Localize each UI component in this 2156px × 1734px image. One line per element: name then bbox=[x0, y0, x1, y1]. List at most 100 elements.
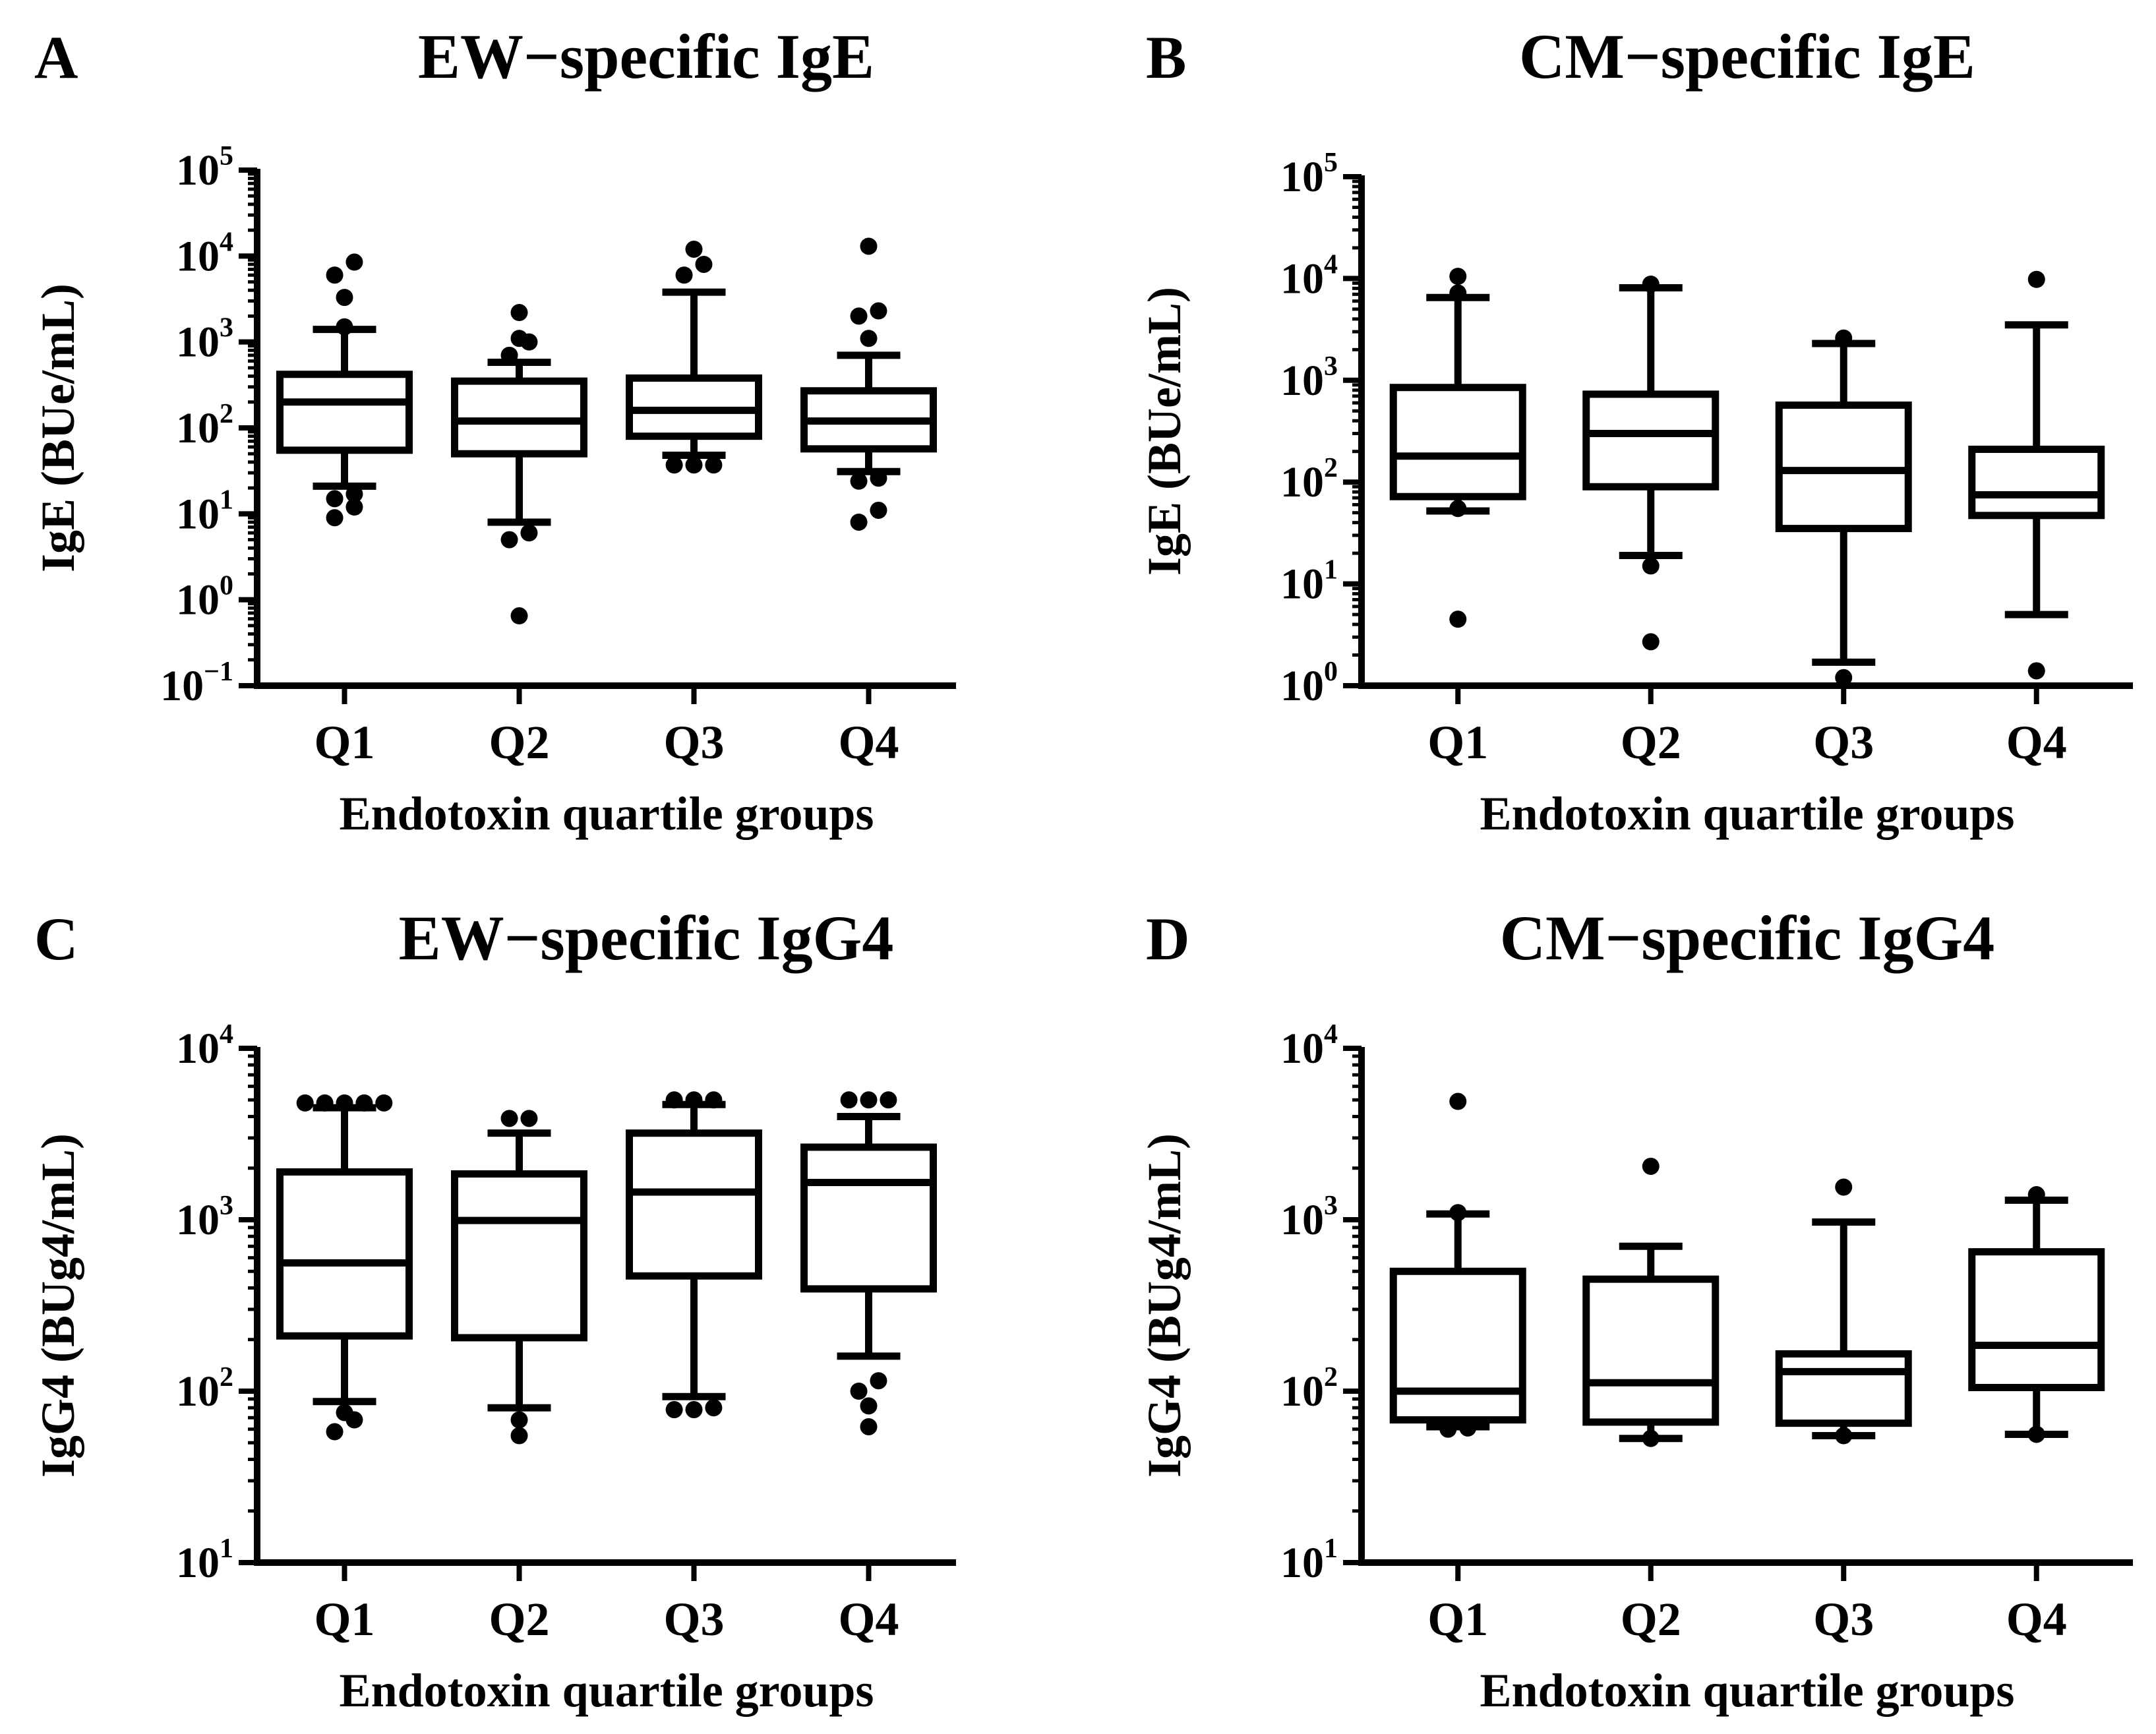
outlier-point bbox=[880, 1091, 897, 1109]
box-iqr bbox=[1389, 384, 1526, 500]
outlier-point bbox=[1642, 1429, 1660, 1447]
outlier-point bbox=[1835, 1178, 1853, 1196]
x-tick-label: Q1 bbox=[314, 1593, 374, 1646]
outlier-point bbox=[2027, 1186, 2045, 1204]
x-axis-label: Endotoxin quartile groups bbox=[340, 787, 874, 840]
box-q1 bbox=[276, 1094, 413, 1441]
box-iqr bbox=[1389, 1267, 1526, 1424]
outlier-point bbox=[685, 456, 703, 474]
box-q3 bbox=[626, 1091, 762, 1419]
outlier-point bbox=[326, 266, 344, 284]
box-q4 bbox=[1968, 270, 2105, 680]
chart-panel-d: D CM−specific IgG4 101 102 103 104 IgG4 (BUg4/… bbox=[1138, 903, 2133, 1717]
box-iqr bbox=[1582, 1275, 1720, 1426]
y-tick-label: 101 bbox=[176, 485, 233, 538]
outlier-point bbox=[1642, 275, 1660, 293]
outlier-point bbox=[510, 330, 528, 347]
outlier-point bbox=[1835, 1427, 1853, 1445]
x-tick-label: Q1 bbox=[1427, 1593, 1488, 1646]
box-iqr bbox=[1968, 445, 2105, 520]
outlier-point bbox=[1642, 557, 1660, 575]
outlier-point bbox=[336, 1094, 353, 1112]
x-tick-label: Q2 bbox=[489, 1593, 549, 1646]
outlier-point bbox=[685, 1091, 703, 1109]
box-iqr bbox=[451, 377, 587, 458]
outlier-point bbox=[1835, 329, 1853, 347]
x-tick-label: Q4 bbox=[2006, 1593, 2067, 1646]
outlier-point bbox=[840, 1091, 858, 1109]
panel-letter: B bbox=[1146, 24, 1186, 91]
y-tick-label: 103 bbox=[1280, 351, 1338, 405]
outlier-point bbox=[520, 524, 538, 542]
y-tick-label: 103 bbox=[176, 1191, 233, 1244]
outlier-point bbox=[2027, 1425, 2045, 1443]
chart-title: CM−specific IgG4 bbox=[1500, 903, 1995, 973]
y-tick-label: 102 bbox=[1280, 453, 1338, 506]
outlier-point bbox=[1449, 500, 1467, 518]
outlier-point bbox=[685, 241, 703, 258]
box-iqr bbox=[276, 1168, 413, 1340]
outlier-point bbox=[500, 1110, 518, 1127]
y-tick-label: 102 bbox=[176, 399, 233, 452]
outlier-point bbox=[1449, 611, 1467, 628]
box-q2 bbox=[1582, 275, 1720, 651]
box-iqr bbox=[800, 1143, 937, 1293]
y-tick-label: 104 bbox=[1280, 1019, 1338, 1073]
outlier-point bbox=[510, 1427, 528, 1445]
y-tick-label: 10−1 bbox=[160, 657, 233, 710]
outlier-point bbox=[870, 501, 887, 519]
outlier-point bbox=[1449, 1092, 1467, 1110]
panel-letter: A bbox=[34, 24, 78, 91]
outlier-point bbox=[1449, 284, 1467, 302]
box-q2 bbox=[451, 304, 587, 625]
y-tick-label: 100 bbox=[1280, 657, 1338, 710]
box-q4 bbox=[1968, 1186, 2105, 1443]
outlier-point bbox=[850, 1383, 868, 1400]
box-q2 bbox=[451, 1110, 587, 1445]
outlier-point bbox=[326, 1423, 344, 1441]
outlier-point bbox=[1439, 1420, 1457, 1438]
outlier-point bbox=[705, 456, 723, 474]
outlier-point bbox=[860, 1091, 878, 1109]
x-tick-label: Q2 bbox=[1621, 716, 1681, 769]
y-axis-label: IgE (BUe/mL) bbox=[32, 284, 84, 572]
outlier-point bbox=[850, 472, 868, 490]
box-iqr bbox=[1968, 1248, 2105, 1391]
box-q3 bbox=[1775, 1178, 1912, 1445]
y-tick-label: 101 bbox=[1280, 1534, 1338, 1587]
x-tick-label: Q2 bbox=[1621, 1593, 1681, 1646]
outlier-point bbox=[685, 1401, 703, 1419]
outlier-point bbox=[1642, 633, 1660, 651]
x-tick-label: Q3 bbox=[1813, 716, 1874, 769]
outlier-point bbox=[695, 255, 713, 273]
outlier-point bbox=[850, 513, 868, 531]
y-axis-label: IgG4 (BUg4/mL) bbox=[1138, 1133, 1191, 1478]
box-iqr bbox=[451, 1170, 587, 1342]
chart-panel-b: B CM−specific IgE 100 101 102 103 104 105 IgE (B… bbox=[1138, 21, 2133, 840]
outlier-point bbox=[675, 266, 693, 284]
box-q3 bbox=[626, 241, 762, 474]
y-tick-label: 101 bbox=[1280, 555, 1338, 609]
outlier-point bbox=[860, 330, 878, 347]
y-tick-label: 104 bbox=[176, 1019, 233, 1073]
x-tick-label: Q3 bbox=[1813, 1593, 1874, 1646]
outlier-point bbox=[345, 485, 363, 503]
panel-letter: D bbox=[1146, 905, 1189, 972]
y-tick-label: 105 bbox=[1280, 148, 1338, 201]
box-q3 bbox=[1775, 329, 1912, 686]
outlier-point bbox=[500, 346, 518, 364]
outlier-point bbox=[510, 607, 528, 625]
x-tick-label: Q3 bbox=[663, 1593, 724, 1646]
x-tick-label: Q3 bbox=[663, 716, 724, 769]
outlier-point bbox=[296, 1094, 314, 1112]
outlier-point bbox=[336, 1404, 353, 1421]
outlier-point bbox=[355, 1094, 373, 1112]
outlier-point bbox=[1449, 268, 1467, 285]
x-tick-label: Q4 bbox=[2006, 716, 2067, 769]
x-tick-label: Q4 bbox=[838, 716, 899, 769]
box-q1 bbox=[1389, 1092, 1526, 1438]
outlier-point bbox=[870, 469, 887, 487]
y-tick-label: 104 bbox=[1280, 249, 1338, 303]
outlier-point bbox=[336, 289, 353, 307]
